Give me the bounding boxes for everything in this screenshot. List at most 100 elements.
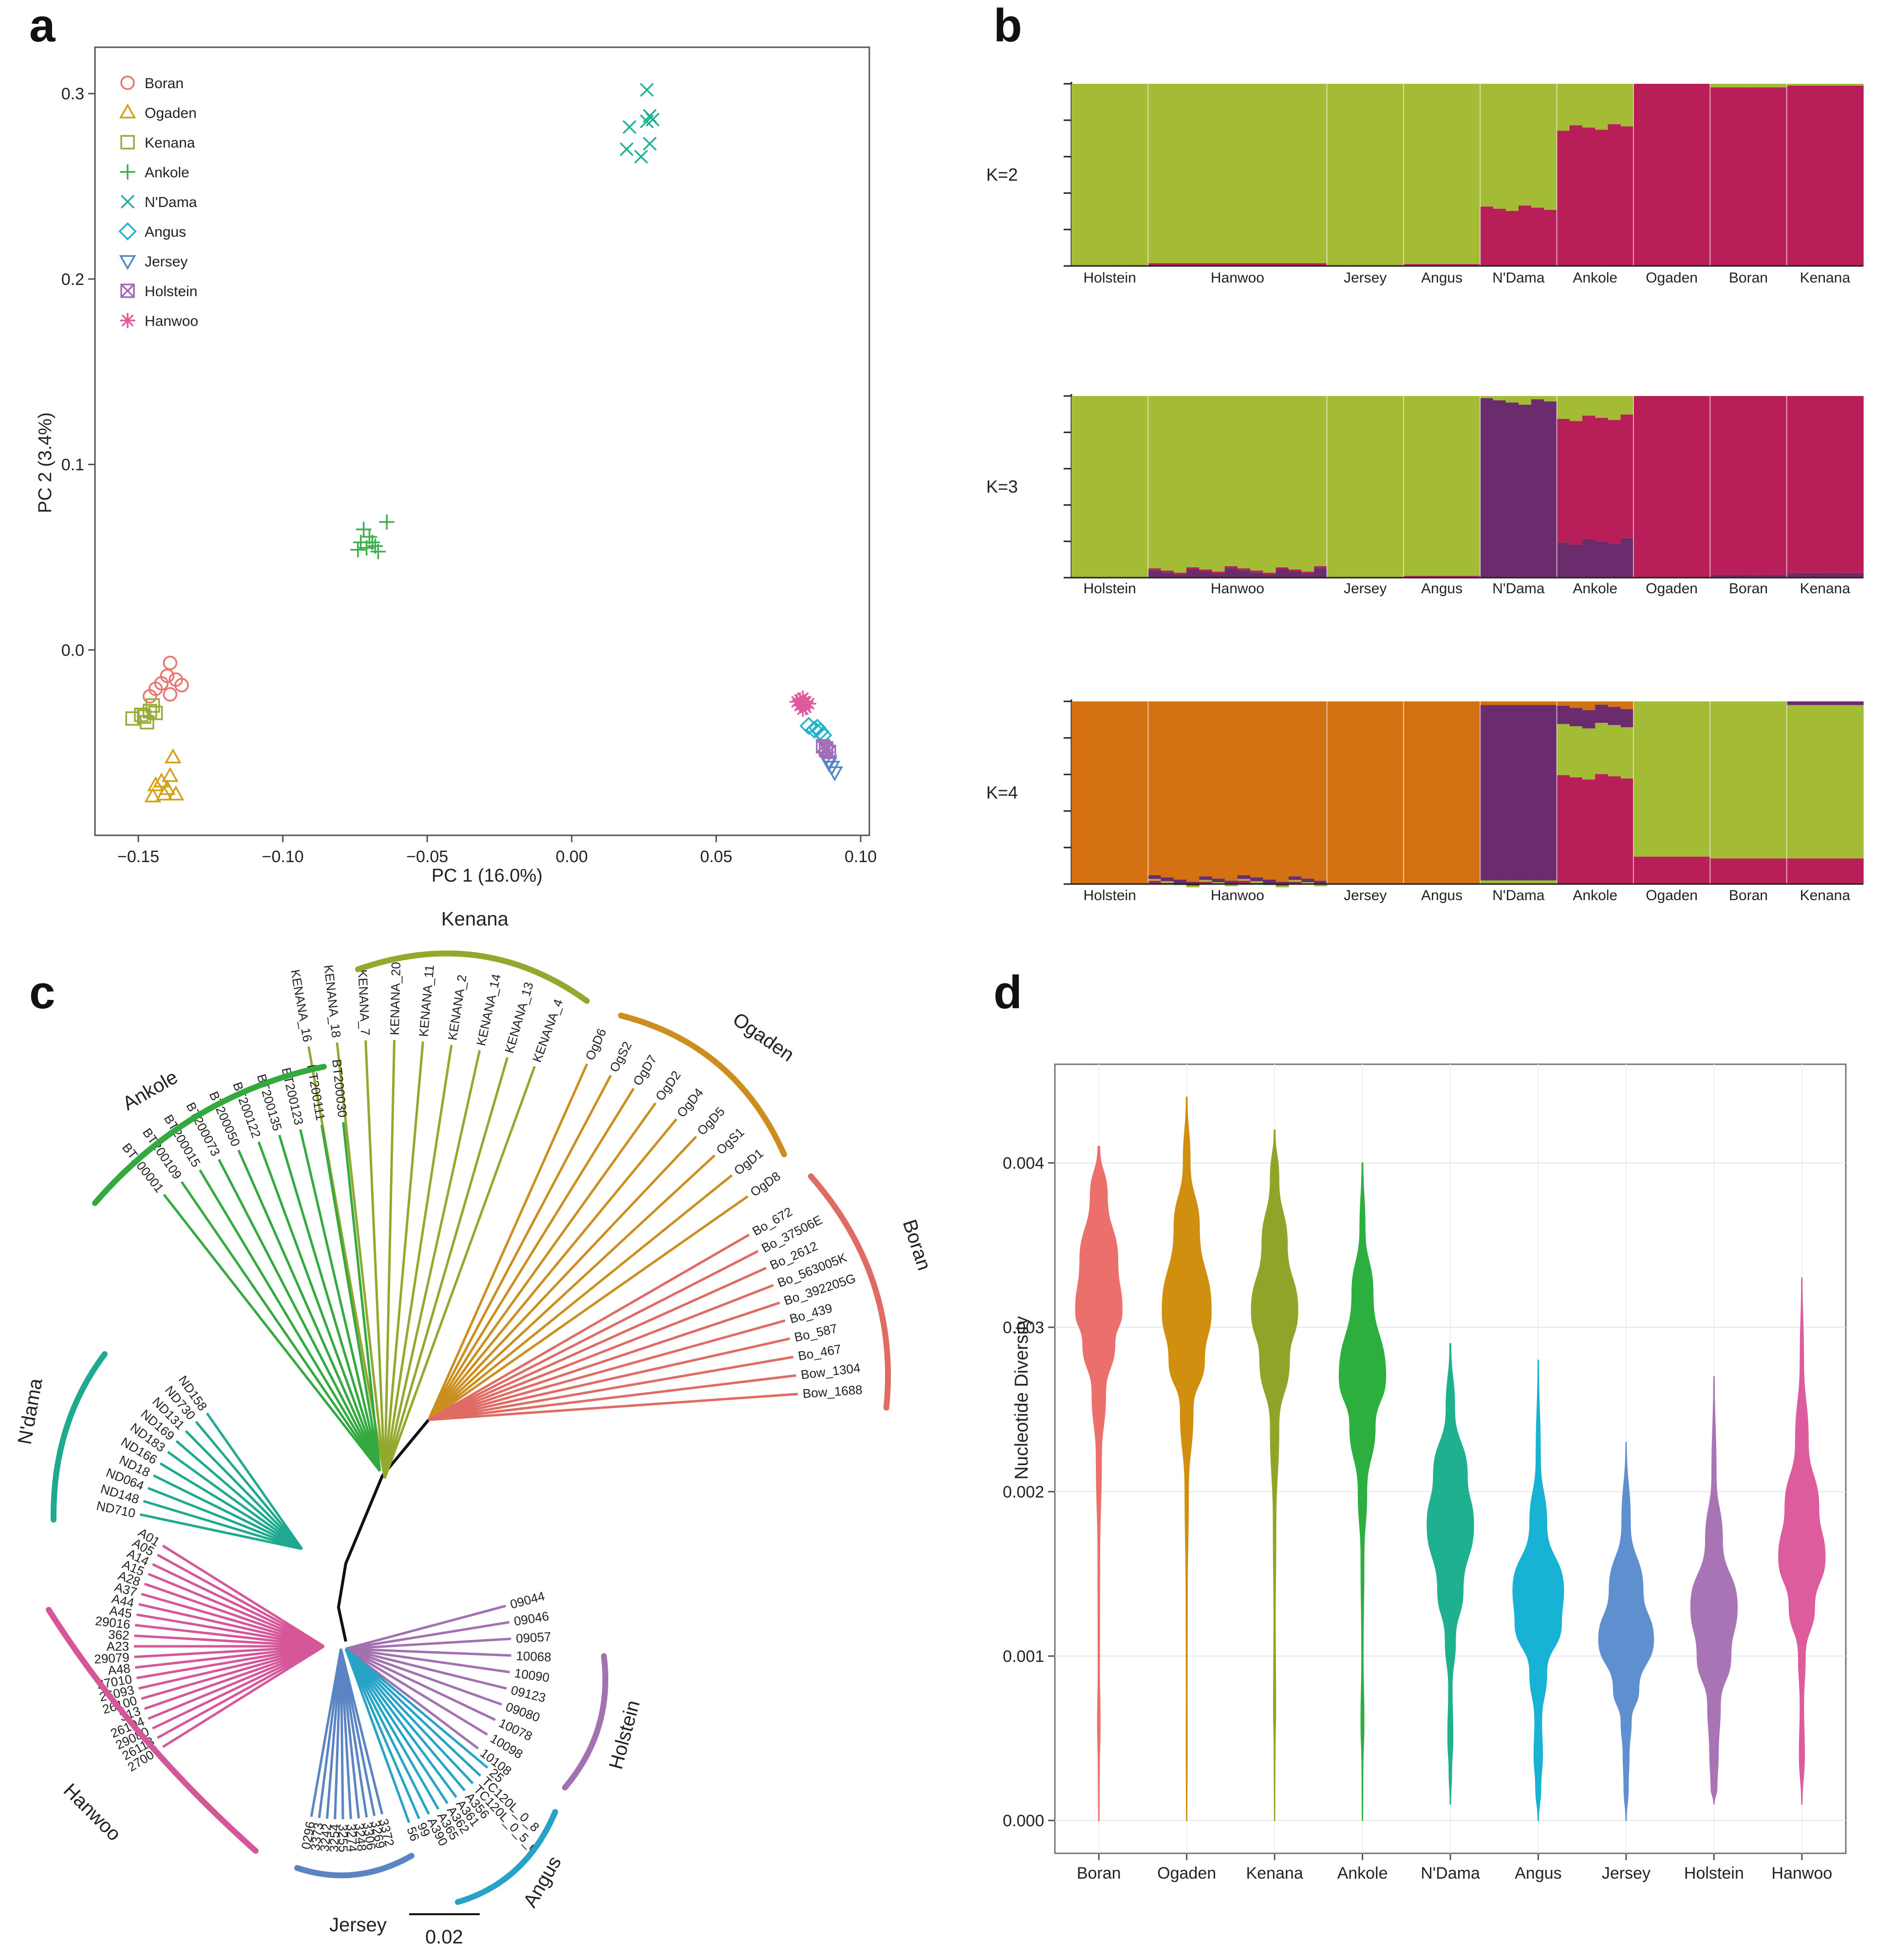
tree-branch-angus [345, 1648, 466, 1791]
admixture-bar-segment [1301, 571, 1314, 574]
admixture-bar-segment [1505, 396, 1519, 403]
violin-kenana [1251, 1130, 1298, 1821]
admixture-bar-segment [1276, 263, 1289, 266]
tree-branch-hanwoo [136, 1645, 324, 1679]
pca-y-tick-label: 0.3 [61, 85, 84, 103]
tree-branch-ogaden [428, 1118, 677, 1421]
admixture-bar-segment [1518, 205, 1532, 266]
admixture-bar-segment [1429, 576, 1443, 577]
admixture-bar-segment [1748, 858, 1762, 884]
admixture-bar-segment [1812, 701, 1825, 705]
admixture-bar-segment [1659, 396, 1672, 578]
tree-branch-hanwoo [157, 1553, 325, 1648]
pca-y-tick-label: 0.2 [61, 270, 84, 289]
pca-point-boran [142, 689, 157, 704]
tree-branch-angus [344, 1648, 420, 1819]
pca-x-tick-label: 0.00 [556, 848, 588, 866]
admixture-bar-segment [1774, 396, 1787, 575]
admixture-bar-segment [1237, 875, 1251, 879]
admixture-bar-segment [1327, 84, 1340, 266]
tree-branch-angus [344, 1648, 449, 1804]
admixture-group-label-holstein: Holstein [1083, 270, 1136, 286]
tree-branch-jersey [339, 1648, 344, 1820]
tree-branch-holstein [345, 1648, 479, 1750]
admixture-bar-segment [1620, 84, 1634, 127]
pca-plot-frame [94, 46, 870, 836]
admixture-bar-segment [1595, 723, 1609, 774]
admixture-bar-segment [1199, 880, 1213, 882]
tree-branch-jersey [318, 1648, 342, 1818]
tree-clade-arc-ogaden [618, 1013, 787, 1157]
admixture-group-label-holstein: Holstein [1083, 581, 1136, 597]
tree-leaf-label: 3373 [308, 1822, 326, 1851]
panel-letter-c: c [29, 966, 55, 1018]
admixture-bar-segment [1467, 396, 1481, 576]
admixture-bar-segment [1467, 264, 1481, 266]
admixture-bar-segment [1544, 84, 1557, 210]
admixture-bar-segment [1173, 572, 1187, 575]
admixture-bar-segment [1237, 396, 1251, 568]
pca-point-ankole [350, 542, 366, 558]
admixture-bar-segment [1761, 858, 1775, 884]
admixture-bar-segment [1276, 396, 1289, 567]
admixture-bar-segment [1071, 701, 1085, 884]
tree-branch-holstein [345, 1647, 511, 1657]
admixture-bar-segment [1339, 396, 1353, 578]
tree-branch-ankole [199, 1169, 381, 1472]
tree-branch-boran [428, 1266, 767, 1421]
pca-point-holstein [819, 741, 833, 755]
admixture-bar-segment [1224, 84, 1238, 264]
admixture-bar-segment [1148, 84, 1162, 264]
violin-ogaden [1162, 1096, 1212, 1821]
admixture-bar-segment [1595, 704, 1609, 723]
admixture-bar-segment [1288, 84, 1302, 264]
admixture-bar-segment [1531, 399, 1544, 578]
violin-x-tick-label: Angus [1515, 1864, 1561, 1883]
violin-holstein [1690, 1376, 1738, 1805]
admixture-bar-segment [1735, 87, 1749, 266]
admixture-bar-segment [1518, 404, 1532, 578]
admixture-bar-segment [1161, 263, 1174, 266]
admixture-bar-segment [1301, 396, 1314, 572]
admixture-bar-segment [1250, 877, 1263, 881]
pca-point-ogaden [167, 785, 185, 801]
admixture-bar-segment [1250, 570, 1263, 573]
legend-label-ankole: Ankole [145, 165, 189, 181]
admixture-bar-segment [1646, 84, 1659, 266]
admixture-bar-segment [1569, 726, 1583, 777]
admixture-bar-segment [1288, 396, 1302, 570]
admixture-bar-segment [1403, 396, 1417, 576]
tree-clade-label-kenana: Kenana [441, 908, 509, 930]
admixture-bar-segment [1684, 396, 1698, 578]
admixture-bar-segment [1199, 263, 1213, 266]
tree-branch-hanwoo [136, 1613, 324, 1648]
tree-branch-hanwoo [135, 1645, 324, 1669]
admixture-bar-segment [1173, 574, 1187, 578]
admixture-bar-segment [1620, 396, 1634, 415]
admixture-bar-segment [1237, 879, 1251, 881]
pca-point-ankole [370, 544, 386, 560]
admixture-bar-segment [1774, 858, 1787, 884]
tree-branch-ankole [320, 1125, 381, 1471]
admixture-bar-segment [1518, 705, 1532, 881]
violin-angus [1512, 1359, 1564, 1821]
admixture-bar-segment [1608, 124, 1621, 266]
admixture-bar-segment [1148, 396, 1162, 568]
tree-backbone [337, 1419, 430, 1642]
admixture-bar-segment [1812, 396, 1825, 573]
tree-branch-hanwoo [148, 1573, 324, 1648]
tree-branch-holstein [345, 1647, 503, 1706]
admixture-bar-segment [1327, 701, 1340, 884]
pca-point-kenana [145, 698, 160, 713]
tree-clade-arc-n-dama [50, 1351, 108, 1523]
admixture-bar-segment [1212, 878, 1225, 883]
admixture-bar-segment [1454, 576, 1468, 577]
admixture-bar-segment [1697, 701, 1710, 857]
pca-point-jersey [826, 766, 844, 782]
admixture-bar-segment [1186, 701, 1200, 882]
tree-clade-arc-holstein [562, 1653, 608, 1790]
violin-x-tick-label: Ankole [1337, 1864, 1388, 1883]
admixture-bar-segment [1531, 701, 1544, 705]
admixture-bar-segment [1212, 263, 1225, 266]
admixture-bar-segment [1480, 84, 1494, 207]
